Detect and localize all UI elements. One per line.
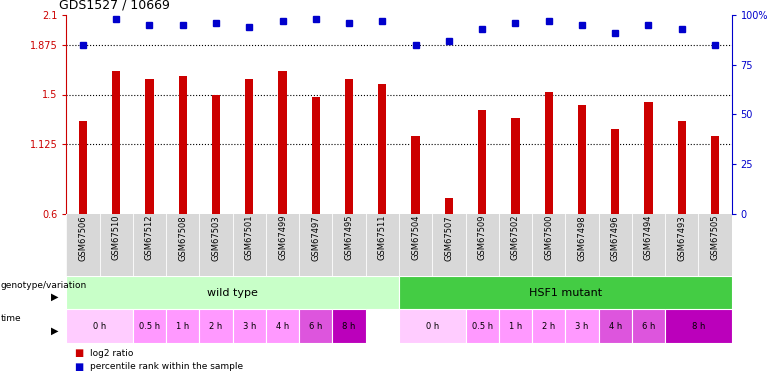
Text: 0.5 h: 0.5 h bbox=[472, 322, 493, 331]
Text: ▶: ▶ bbox=[51, 325, 58, 335]
Bar bbox=[66, 309, 133, 343]
Text: GSM67498: GSM67498 bbox=[577, 215, 587, 261]
Text: GSM67500: GSM67500 bbox=[544, 215, 553, 261]
Text: GSM67494: GSM67494 bbox=[644, 215, 653, 261]
Bar bbox=[399, 276, 732, 309]
Text: 3 h: 3 h bbox=[576, 322, 589, 331]
Text: GSM67504: GSM67504 bbox=[411, 215, 420, 261]
Text: wild type: wild type bbox=[207, 288, 258, 297]
Text: genotype/variation: genotype/variation bbox=[1, 280, 87, 290]
Text: 3 h: 3 h bbox=[243, 322, 256, 331]
Text: GSM67501: GSM67501 bbox=[245, 215, 254, 261]
Bar bbox=[245, 79, 254, 214]
Text: GSM67505: GSM67505 bbox=[711, 215, 719, 261]
Bar bbox=[312, 97, 320, 214]
Text: 4 h: 4 h bbox=[276, 322, 289, 331]
Text: GDS1527 / 10669: GDS1527 / 10669 bbox=[58, 0, 169, 11]
Bar bbox=[578, 105, 586, 214]
Text: GSM67511: GSM67511 bbox=[378, 215, 387, 261]
Text: 6 h: 6 h bbox=[309, 322, 322, 331]
Text: GSM67509: GSM67509 bbox=[477, 215, 487, 261]
Bar bbox=[611, 129, 619, 214]
Bar bbox=[166, 309, 200, 343]
Text: ■: ■ bbox=[74, 362, 83, 372]
Bar bbox=[411, 136, 420, 214]
Bar bbox=[566, 309, 598, 343]
Bar bbox=[66, 276, 399, 309]
Bar bbox=[133, 309, 166, 343]
Text: 2 h: 2 h bbox=[209, 322, 222, 331]
Bar bbox=[112, 70, 120, 214]
Text: time: time bbox=[1, 314, 21, 323]
Bar bbox=[399, 309, 466, 343]
Bar bbox=[200, 309, 232, 343]
Text: GSM67506: GSM67506 bbox=[79, 215, 87, 261]
Bar bbox=[266, 309, 300, 343]
Bar bbox=[378, 84, 387, 214]
Bar bbox=[332, 309, 366, 343]
Bar bbox=[300, 309, 332, 343]
Text: ▶: ▶ bbox=[51, 291, 58, 302]
Bar bbox=[711, 136, 719, 214]
Text: GSM67512: GSM67512 bbox=[145, 215, 154, 261]
Bar bbox=[232, 309, 266, 343]
Text: 2 h: 2 h bbox=[542, 322, 555, 331]
Text: GSM67502: GSM67502 bbox=[511, 215, 520, 261]
Bar bbox=[212, 94, 220, 214]
Text: GSM67493: GSM67493 bbox=[677, 215, 686, 261]
Bar bbox=[532, 309, 566, 343]
Text: GSM67507: GSM67507 bbox=[445, 215, 453, 261]
Bar bbox=[179, 76, 187, 214]
Bar bbox=[632, 309, 665, 343]
Text: GSM67510: GSM67510 bbox=[112, 215, 121, 261]
Text: 6 h: 6 h bbox=[642, 322, 655, 331]
Text: HSF1 mutant: HSF1 mutant bbox=[529, 288, 602, 297]
Text: GSM67503: GSM67503 bbox=[211, 215, 221, 261]
Bar bbox=[665, 309, 732, 343]
Text: percentile rank within the sample: percentile rank within the sample bbox=[90, 362, 243, 371]
Text: 0 h: 0 h bbox=[93, 322, 106, 331]
Text: 1 h: 1 h bbox=[176, 322, 190, 331]
Text: 8 h: 8 h bbox=[342, 322, 356, 331]
Bar bbox=[498, 309, 532, 343]
Text: 1 h: 1 h bbox=[509, 322, 522, 331]
Bar bbox=[466, 309, 498, 343]
Text: GSM67495: GSM67495 bbox=[345, 215, 353, 261]
Bar bbox=[79, 121, 87, 214]
Bar bbox=[445, 198, 453, 214]
Bar bbox=[278, 70, 287, 214]
Text: 0 h: 0 h bbox=[426, 322, 439, 331]
Bar bbox=[544, 92, 553, 214]
Bar bbox=[345, 79, 353, 214]
Bar bbox=[598, 309, 632, 343]
Text: GSM67508: GSM67508 bbox=[179, 215, 187, 261]
Text: GSM67499: GSM67499 bbox=[278, 215, 287, 261]
Text: 8 h: 8 h bbox=[692, 322, 705, 331]
Bar bbox=[145, 79, 154, 214]
Text: log2 ratio: log2 ratio bbox=[90, 349, 133, 358]
Text: ■: ■ bbox=[74, 348, 83, 358]
Text: GSM67497: GSM67497 bbox=[311, 215, 321, 261]
Bar bbox=[478, 110, 486, 214]
Bar bbox=[644, 102, 653, 214]
Text: 4 h: 4 h bbox=[608, 322, 622, 331]
Text: 0.5 h: 0.5 h bbox=[139, 322, 160, 331]
Text: GSM67496: GSM67496 bbox=[611, 215, 619, 261]
Bar bbox=[511, 118, 519, 214]
Bar bbox=[678, 121, 686, 214]
